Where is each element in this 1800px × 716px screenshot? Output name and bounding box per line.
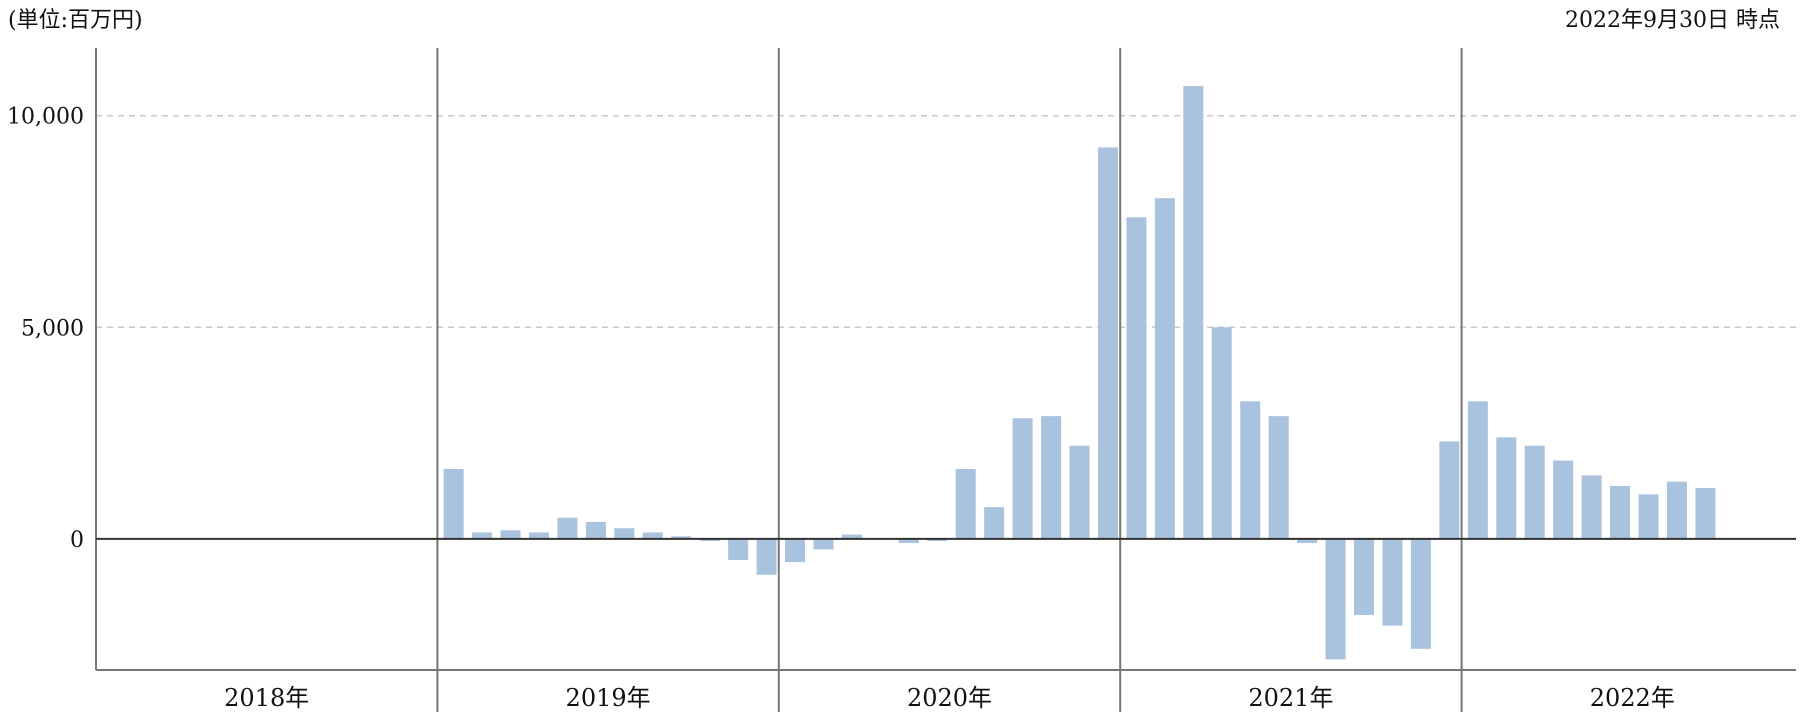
bar bbox=[841, 534, 862, 539]
bar bbox=[728, 538, 749, 560]
bar bbox=[1553, 460, 1574, 539]
bar bbox=[1268, 416, 1289, 539]
bar bbox=[642, 532, 663, 539]
bar bbox=[813, 538, 834, 550]
bars bbox=[443, 86, 1716, 660]
bar bbox=[955, 469, 976, 539]
y-tick-label: 0 bbox=[70, 528, 84, 553]
y-tick-labels: 0 5,000 10,000 bbox=[7, 105, 84, 553]
bar bbox=[1524, 445, 1545, 539]
bar bbox=[671, 536, 692, 539]
bar bbox=[785, 538, 806, 563]
axes bbox=[95, 48, 1796, 671]
bar bbox=[1126, 217, 1147, 539]
bar bbox=[557, 517, 578, 539]
bar bbox=[585, 521, 606, 539]
bar bbox=[528, 532, 549, 539]
bar bbox=[927, 538, 948, 541]
bar bbox=[756, 538, 777, 575]
bar bbox=[1325, 538, 1346, 660]
bar bbox=[699, 538, 720, 541]
bar bbox=[984, 507, 1005, 539]
bar bbox=[1439, 441, 1460, 539]
bar bbox=[1154, 198, 1175, 539]
bar bbox=[1382, 538, 1403, 626]
unit-label: (単位:百万円) bbox=[8, 8, 143, 33]
bar bbox=[1354, 538, 1375, 615]
bar bbox=[1211, 327, 1232, 539]
bar bbox=[1610, 485, 1631, 539]
bar bbox=[1041, 416, 1062, 539]
x-year-label: 2020年 bbox=[907, 684, 992, 712]
x-year-label: 2022年 bbox=[1590, 684, 1675, 712]
x-year-label: 2018年 bbox=[224, 684, 309, 712]
bar bbox=[1581, 475, 1602, 539]
x-year-label: 2019年 bbox=[566, 684, 651, 712]
bar bbox=[1467, 401, 1488, 539]
y-tick-label: 5,000 bbox=[21, 316, 84, 341]
x-year-label: 2021年 bbox=[1248, 684, 1333, 712]
bar bbox=[1666, 481, 1687, 539]
bar bbox=[500, 530, 521, 539]
bar bbox=[472, 532, 493, 539]
bar bbox=[443, 469, 464, 539]
bar bbox=[1297, 538, 1318, 544]
bar bbox=[898, 538, 919, 544]
as-of-date-label: 2022年9月30日 時点 bbox=[1565, 8, 1780, 33]
bar bbox=[1496, 437, 1517, 539]
bar bbox=[1069, 445, 1090, 539]
grid-lines bbox=[96, 114, 1796, 329]
year-dividers bbox=[436, 48, 1463, 712]
bar bbox=[614, 528, 635, 539]
bar bbox=[1183, 86, 1204, 539]
bar bbox=[1097, 147, 1118, 539]
bar bbox=[1410, 538, 1431, 649]
bar bbox=[1638, 494, 1659, 539]
bar bbox=[1695, 488, 1716, 539]
x-year-labels: 2018年 2019年 2020年 2021年 2022年 bbox=[224, 684, 1675, 712]
y-tick-label: 10,000 bbox=[7, 105, 84, 130]
bar bbox=[1012, 418, 1033, 539]
bar bbox=[1240, 401, 1261, 539]
